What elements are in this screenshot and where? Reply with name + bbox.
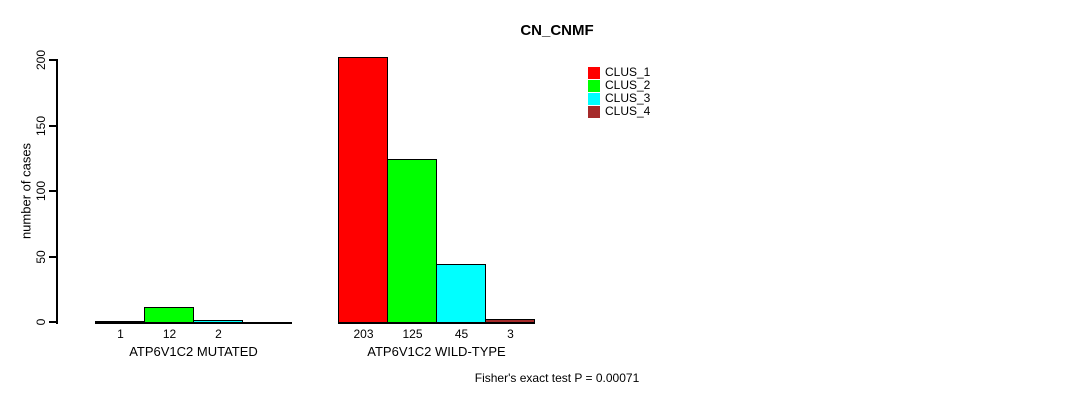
- bar-clus_1-group1: [95, 321, 145, 323]
- legend-swatch-icon: [588, 79, 600, 92]
- bar-value-label: 45: [454, 327, 469, 341]
- y-tick-mark: [49, 256, 57, 258]
- y-tick-label: 100: [34, 180, 48, 202]
- bar-clus_1-group2: [338, 57, 388, 323]
- legend-swatch-icon: [588, 92, 600, 105]
- group-baseline: [338, 322, 535, 324]
- legend-item-label: CLUS_1: [605, 65, 651, 79]
- bar-value-label: 2: [215, 327, 222, 341]
- legend-item-clus_1: CLUS_1: [588, 66, 650, 79]
- legend-swatch-icon: [588, 105, 600, 118]
- group-baseline: [95, 322, 292, 324]
- y-tick-label: 150: [34, 115, 48, 137]
- bar-clus_2-group2: [387, 159, 437, 323]
- legend-item-clus_2: CLUS_2: [588, 79, 650, 92]
- y-tick-mark: [49, 125, 57, 127]
- bar-clus_3-group1: [193, 320, 243, 323]
- legend-item-label: CLUS_4: [605, 104, 651, 118]
- annotation-fishers-test: Fisher's exact test P = 0.00071: [474, 371, 640, 385]
- y-tick-label: 0: [34, 318, 48, 326]
- legend-item-label: CLUS_3: [605, 91, 651, 105]
- chart-title: CN_CNMF: [520, 22, 594, 39]
- y-axis-line: [56, 59, 58, 324]
- bar-value-label: 1: [117, 327, 124, 341]
- legend: CLUS_1 CLUS_2 CLUS_3 CLUS_4: [588, 66, 650, 118]
- bar-clus_2-group1: [144, 307, 194, 323]
- y-tick-mark: [49, 59, 57, 61]
- bar-value-label: 125: [402, 327, 423, 341]
- y-tick-mark: [49, 321, 57, 323]
- bar-value-label: 203: [353, 327, 374, 341]
- y-tick-label: 50: [34, 250, 48, 264]
- bar-clus_3-group2: [436, 264, 486, 323]
- legend-item-label: CLUS_2: [605, 78, 651, 92]
- legend-swatch-icon: [588, 66, 600, 79]
- legend-item-clus_4: CLUS_4: [588, 105, 650, 118]
- y-tick-mark: [49, 190, 57, 192]
- group-label: ATP6V1C2 WILD-TYPE: [367, 344, 506, 359]
- legend-item-clus_3: CLUS_3: [588, 92, 650, 105]
- y-tick-label: 200: [34, 49, 48, 71]
- bar-clus_4-group2: [485, 319, 535, 323]
- bar-value-label: 3: [507, 327, 514, 341]
- bar-value-label: 12: [162, 327, 177, 341]
- y-axis-label: number of cases: [18, 142, 34, 240]
- group-label: ATP6V1C2 MUTATED: [129, 344, 258, 359]
